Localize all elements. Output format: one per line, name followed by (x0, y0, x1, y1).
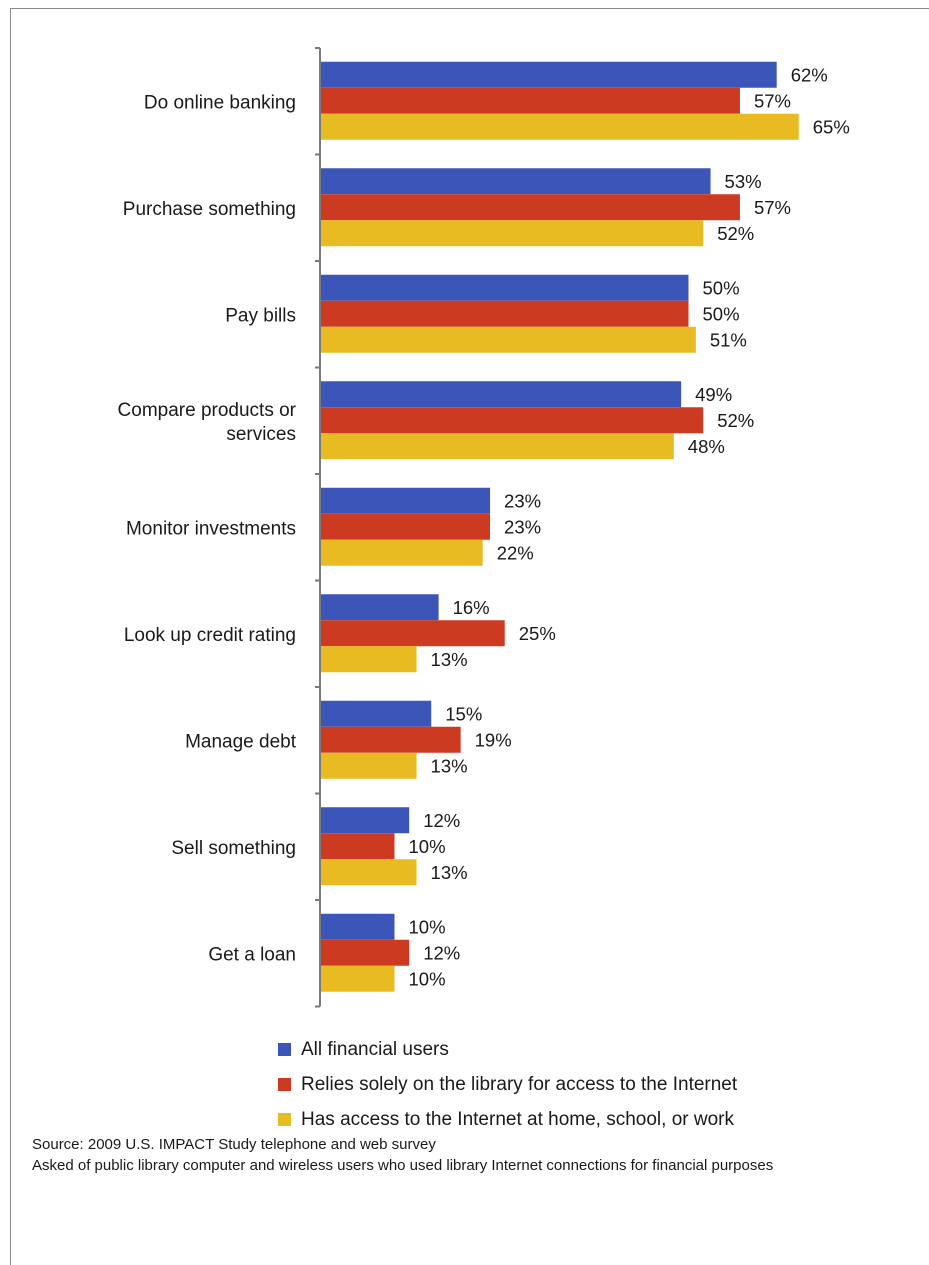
data-label: 62% (791, 64, 828, 85)
data-label: 51% (710, 329, 747, 350)
category-label: Do online banking (144, 92, 296, 113)
bar (321, 513, 491, 540)
category-label-line: Do online banking (144, 92, 296, 113)
data-label: 15% (445, 703, 482, 724)
bar (321, 859, 417, 886)
data-label: 50% (703, 277, 740, 298)
category-label: Sell something (171, 838, 296, 859)
legend-item-library-only: Relies solely on the library for access … (278, 1067, 737, 1102)
data-label: 10% (409, 836, 446, 857)
source-note: Source: 2009 U.S. IMPACT Study telephone… (32, 1136, 436, 1153)
legend-label: All financial users (301, 1038, 449, 1060)
data-label: 48% (688, 436, 725, 457)
data-label: 57% (754, 197, 791, 218)
bar (321, 807, 410, 834)
bar (321, 939, 410, 966)
category-label: Look up credit rating (124, 625, 296, 646)
data-label: 13% (431, 755, 468, 776)
category-label: Pay bills (225, 305, 296, 326)
legend: All financial users Relies solely on the… (278, 1032, 737, 1137)
data-label: 13% (431, 862, 468, 883)
category-label: Manage debt (185, 731, 297, 752)
category-label: Purchase something (123, 199, 296, 220)
data-label: 23% (504, 516, 541, 537)
data-label: 16% (453, 597, 490, 618)
bar (321, 965, 395, 992)
chart-frame (10, 8, 929, 1265)
bar (321, 833, 395, 860)
bar (321, 487, 491, 514)
category-label: Get a loan (208, 944, 296, 965)
category-label-line: Compare products or (118, 400, 297, 421)
category-label-line: Manage debt (185, 731, 297, 752)
bar (321, 700, 432, 727)
category-label: Compare products or services (118, 400, 297, 445)
data-label: 23% (504, 490, 541, 511)
bar (321, 194, 740, 221)
survey-note: Asked of public library computer and wir… (32, 1157, 774, 1174)
category-label-line: Look up credit rating (124, 625, 296, 646)
category-label: Monitor investments (126, 518, 296, 539)
legend-label: Has access to the Internet at home, scho… (301, 1108, 734, 1130)
data-label: 12% (423, 942, 460, 963)
data-label: 22% (497, 542, 534, 563)
category-label-line: Get a loan (208, 944, 296, 965)
bar (321, 433, 674, 460)
legend-swatch-red (278, 1078, 291, 1091)
bar (321, 300, 689, 327)
data-label: 53% (725, 171, 762, 192)
data-label: 19% (475, 729, 512, 750)
legend-swatch-blue (278, 1043, 291, 1056)
data-label: 49% (695, 384, 732, 405)
data-label: 52% (717, 223, 754, 244)
category-label-line: Pay bills (225, 305, 296, 326)
bar (321, 220, 704, 247)
chart-notes: Source: 2009 U.S. IMPACT Study telephone… (32, 1134, 912, 1176)
data-label: 10% (409, 916, 446, 937)
bar (321, 407, 704, 434)
category-label-line: Sell something (171, 838, 296, 859)
bar (321, 168, 711, 195)
bar (321, 61, 777, 88)
bar (321, 381, 682, 408)
bar (321, 594, 439, 621)
data-label: 13% (431, 649, 468, 670)
bar (321, 87, 740, 114)
legend-swatch-yellow (278, 1113, 291, 1126)
bar (321, 620, 505, 647)
data-label: 50% (703, 303, 740, 324)
data-label: 52% (717, 410, 754, 431)
category-label-line: Purchase something (123, 199, 296, 220)
data-label: 57% (754, 90, 791, 111)
data-label: 12% (423, 810, 460, 831)
legend-item-other-access: Has access to the Internet at home, scho… (278, 1102, 737, 1137)
bar (321, 913, 395, 940)
bar (321, 326, 696, 353)
data-label: 65% (813, 116, 850, 137)
bar (321, 274, 689, 301)
legend-item-all-users: All financial users (278, 1032, 737, 1067)
bar (321, 726, 461, 753)
bar (321, 646, 417, 673)
legend-label: Relies solely on the library for access … (301, 1073, 738, 1095)
data-label: 10% (409, 968, 446, 989)
bar (321, 113, 799, 140)
category-label-line: services (226, 424, 296, 445)
category-label-line: Monitor investments (126, 518, 296, 539)
bar (321, 539, 483, 566)
bar (321, 752, 417, 779)
data-label: 25% (519, 623, 556, 644)
